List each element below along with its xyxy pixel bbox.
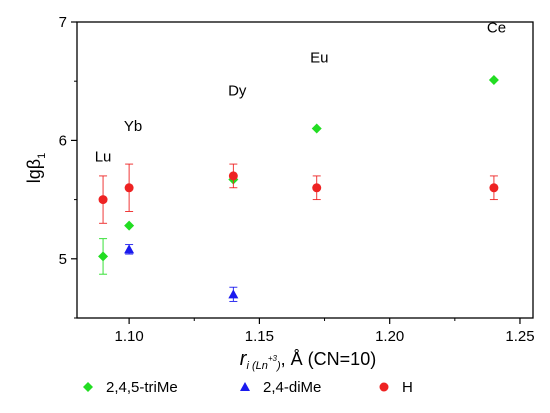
y-axis-title-sub: 1 bbox=[36, 153, 48, 159]
data-point-2-3 bbox=[312, 183, 322, 193]
data-point-2-1 bbox=[124, 183, 134, 193]
data-point-0-4 bbox=[488, 75, 499, 86]
y-tick-label-1: 6 bbox=[59, 132, 67, 149]
y-tick-label-2: 7 bbox=[59, 14, 67, 31]
data-point-2-0 bbox=[98, 195, 108, 205]
series-1 bbox=[124, 244, 239, 302]
legend-label-2: H bbox=[402, 379, 413, 396]
annotation-dy: Dy bbox=[228, 82, 247, 99]
x-tick-label-3: 1.25 bbox=[505, 328, 534, 345]
x-tick-label-1: 1.15 bbox=[245, 328, 274, 345]
series-layer bbox=[98, 75, 499, 302]
annotation-lu: Lu bbox=[95, 149, 112, 166]
annotation-layer: Lu Yb Dy Eu Ce bbox=[95, 20, 506, 166]
ticks: 1.10 1.15 1.20 1.25 5 6 7 bbox=[59, 14, 535, 345]
x-axis-title-sup: +3 bbox=[268, 354, 278, 363]
annotation-ce: Ce bbox=[487, 20, 506, 37]
legend: 2,4,5-triMe 2,4-diMe H bbox=[83, 379, 413, 396]
x-axis-title: ri (Ln+3), Å (CN=10) bbox=[240, 348, 376, 372]
x-axis-title-main: r bbox=[240, 348, 248, 370]
x-tick-label-2: 1.20 bbox=[375, 328, 404, 345]
data-point-2-2 bbox=[228, 171, 238, 181]
legend-item-0: 2,4,5-triMe bbox=[83, 379, 178, 396]
data-point-2-4 bbox=[489, 183, 499, 193]
axes bbox=[76, 21, 534, 319]
y-axis-title-main: lgβ bbox=[24, 159, 44, 183]
x-axis-title-sub-close: ) bbox=[275, 360, 281, 372]
data-point-1-1 bbox=[228, 289, 239, 299]
data-point-0-1 bbox=[124, 220, 135, 231]
data-point-0-3 bbox=[311, 123, 322, 134]
annotation-eu: Eu bbox=[310, 49, 328, 66]
x-axis-title-rest: , Å (CN=10) bbox=[281, 349, 377, 369]
legend-label-1: 2,4-diMe bbox=[263, 379, 321, 396]
legend-marker-0 bbox=[83, 382, 93, 392]
series-0 bbox=[98, 75, 499, 275]
y-axis-title: lgβ1 bbox=[24, 153, 48, 184]
legend-marker-2 bbox=[379, 382, 389, 392]
y-tick-label-0: 5 bbox=[59, 251, 67, 268]
legend-label-0: 2,4,5-triMe bbox=[106, 379, 178, 396]
data-point-0-0 bbox=[98, 251, 109, 262]
legend-item-2: H bbox=[379, 379, 413, 396]
legend-marker-1 bbox=[240, 382, 250, 391]
data-point-1-0 bbox=[124, 244, 135, 254]
plot-frame bbox=[76, 21, 534, 319]
x-axis-title-sub: i (Ln bbox=[246, 360, 267, 372]
annotation-yb: Yb bbox=[124, 118, 142, 135]
series-2 bbox=[98, 163, 499, 224]
x-tick-label-0: 1.10 bbox=[115, 328, 144, 345]
legend-item-1: 2,4-diMe bbox=[240, 379, 321, 396]
